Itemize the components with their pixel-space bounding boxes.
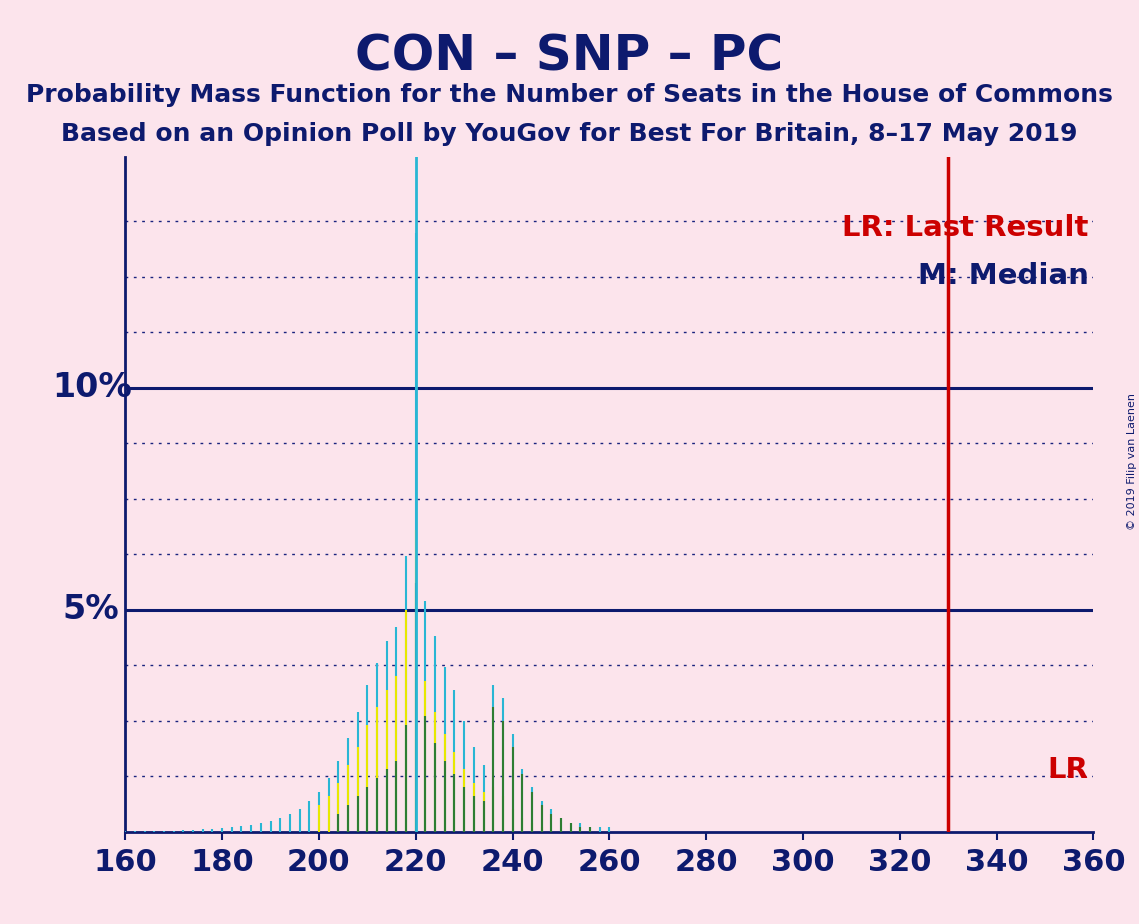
Text: LR: LR — [1048, 757, 1089, 784]
Text: CON – SNP – PC: CON – SNP – PC — [355, 32, 784, 80]
Text: LR: Last Result: LR: Last Result — [842, 214, 1089, 242]
Text: 10%: 10% — [52, 371, 132, 405]
Text: © 2019 Filip van Laenen: © 2019 Filip van Laenen — [1126, 394, 1137, 530]
Text: 5%: 5% — [63, 593, 118, 626]
Text: Probability Mass Function for the Number of Seats in the House of Commons: Probability Mass Function for the Number… — [26, 83, 1113, 107]
Text: Based on an Opinion Poll by YouGov for Best For Britain, 8–17 May 2019: Based on an Opinion Poll by YouGov for B… — [62, 122, 1077, 146]
Text: M: Median: M: Median — [918, 261, 1089, 289]
